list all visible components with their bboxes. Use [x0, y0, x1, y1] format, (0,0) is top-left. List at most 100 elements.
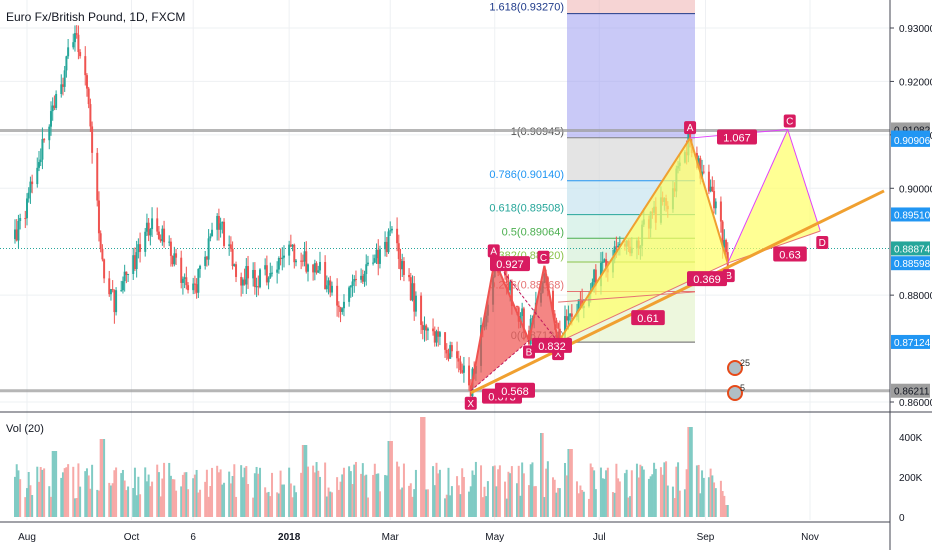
- volume-bar: [387, 441, 390, 517]
- volume-bar: [294, 492, 297, 517]
- volume-bar: [611, 492, 614, 517]
- candle-body: [181, 278, 184, 283]
- volume-bar: [211, 467, 214, 517]
- pattern-leg: [528, 265, 546, 341]
- volume-bar: [27, 472, 30, 517]
- candle-body: [447, 353, 450, 359]
- candle-body: [426, 328, 429, 331]
- ratio-label: 0.832: [532, 337, 572, 353]
- candle-body: [65, 56, 68, 71]
- volume-bar: [96, 489, 99, 517]
- event-marker[interactable]: 25: [727, 358, 750, 376]
- volume-layer: [0, 411, 932, 517]
- candle-body: [259, 269, 262, 288]
- volume-bar: [529, 464, 532, 517]
- volume-tick-label: 200K: [899, 473, 923, 484]
- ratio-label: 0.61: [631, 310, 665, 326]
- candle-body: [569, 313, 572, 317]
- volume-bar: [149, 486, 152, 517]
- volume-bar: [457, 485, 460, 517]
- volume-bar: [723, 495, 726, 517]
- volume-bar: [373, 463, 376, 517]
- pattern-point-badge: [816, 236, 829, 250]
- x-tick-label: 6: [190, 532, 196, 543]
- pattern-triangle-xab-2: [558, 138, 728, 343]
- pattern-point-letter: C: [786, 117, 793, 128]
- volume-bar: [197, 492, 200, 517]
- event-marker[interactable]: 5: [727, 383, 745, 401]
- volume-bar: [420, 417, 423, 517]
- candle-body: [365, 264, 368, 275]
- point-x-1: X: [464, 396, 477, 410]
- candle-body: [450, 345, 453, 352]
- x-tick-label: May: [485, 532, 504, 543]
- pattern-point-letter: X: [467, 399, 474, 410]
- volume-bar: [623, 473, 626, 517]
- point-c-1: C: [537, 250, 550, 264]
- event-marker-icon[interactable]: [727, 360, 743, 376]
- volume-bar: [707, 477, 710, 517]
- volume-bar: [570, 449, 573, 517]
- volume-bar: [567, 449, 570, 517]
- volume-bar: [87, 475, 90, 517]
- candle-body: [240, 276, 243, 286]
- volume-bar: [336, 477, 339, 517]
- volume-bar: [315, 462, 318, 517]
- pattern-point-letter: B: [725, 271, 732, 282]
- candle-body: [516, 306, 519, 308]
- volume-bar: [433, 485, 436, 517]
- volume-bar: [505, 498, 508, 517]
- candle-body: [437, 331, 440, 337]
- volume-bar: [647, 478, 650, 517]
- volume-tick-label: 0: [899, 513, 905, 524]
- candle-body: [579, 299, 582, 301]
- volume-bar: [593, 470, 596, 517]
- volume-bar: [312, 465, 315, 517]
- candle-body: [228, 244, 231, 246]
- volume-bar: [384, 475, 387, 517]
- pattern-point-letter: D: [819, 238, 826, 249]
- candle-body: [385, 241, 388, 253]
- volume-bar: [702, 477, 705, 517]
- candle-body: [341, 308, 344, 312]
- volume-bar: [257, 473, 260, 517]
- candle-body: [289, 244, 292, 247]
- volume-bar: [635, 463, 638, 517]
- support-trend-line: [470, 189, 885, 395]
- candle-body: [510, 282, 513, 307]
- volume-bar: [241, 477, 244, 517]
- candle-body: [29, 181, 32, 193]
- volume-bar: [111, 483, 114, 517]
- volume-bar: [385, 475, 388, 517]
- volume-bar: [180, 486, 183, 517]
- volume-bar: [300, 472, 303, 517]
- volume-bar: [637, 477, 640, 517]
- volume-bar: [390, 441, 393, 517]
- volume-bar: [673, 498, 676, 517]
- volume-bar: [468, 491, 471, 517]
- volume-bar: [438, 469, 441, 517]
- volume-bar: [697, 464, 700, 517]
- candle-body: [115, 290, 118, 313]
- volume-bar: [553, 479, 556, 517]
- candle-body: [353, 278, 356, 282]
- candle-body: [351, 281, 354, 286]
- volume-bar: [366, 497, 369, 517]
- volume-bar: [53, 451, 56, 517]
- candle-body: [390, 228, 393, 231]
- volume-bar: [306, 466, 309, 517]
- candle-body: [399, 258, 402, 270]
- pattern-point-letter: C: [540, 253, 547, 264]
- volume-bar: [253, 473, 256, 517]
- fib-base: [567, 341, 695, 343]
- fib-level-label: 0.618(0.89508): [489, 203, 564, 215]
- volume-bar: [161, 478, 164, 517]
- candle-body: [97, 200, 100, 234]
- volume-bar: [690, 427, 693, 517]
- candle-body: [253, 269, 256, 287]
- event-marker-icon[interactable]: [727, 385, 743, 401]
- volume-bar: [618, 481, 621, 517]
- volume-bar: [594, 489, 597, 517]
